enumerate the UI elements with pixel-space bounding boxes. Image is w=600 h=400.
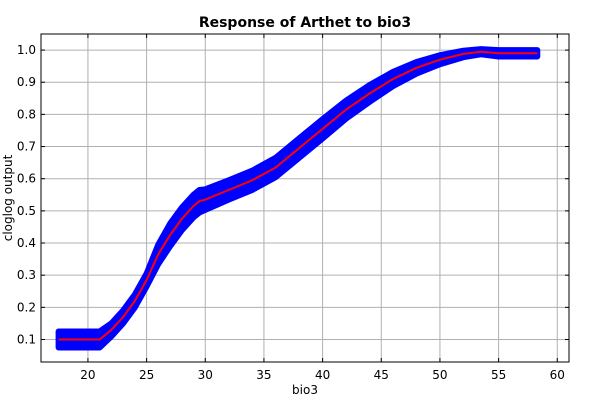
y-tick-label: 0.4 <box>17 236 36 250</box>
plot-frame <box>40 33 570 363</box>
y-tick-label: 1.0 <box>17 43 36 57</box>
x-tick-label: 50 <box>432 368 447 382</box>
y-axis-ticks: 0.1 0.2 0.3 0.4 0.5 0.6 0.7 0.8 0.9 1.0 <box>17 43 569 346</box>
confidence-band-area <box>55 46 541 351</box>
response-line-layer <box>58 50 538 341</box>
x-axis-ticks: 20 25 30 35 40 45 50 55 60 <box>80 34 565 382</box>
y-tick-label: 0.8 <box>17 107 36 121</box>
y-tick-label: 0.6 <box>17 172 36 186</box>
y-tick-label: 0.1 <box>17 332 36 346</box>
y-tick-label: 0.3 <box>17 268 36 282</box>
x-tick-label: 55 <box>491 368 506 382</box>
chart-title: Response of Arthet to bio3 <box>199 15 411 31</box>
x-tick-label: 35 <box>256 368 271 382</box>
x-tick-label: 45 <box>374 368 389 382</box>
x-tick-label: 25 <box>139 368 154 382</box>
x-tick-label: 30 <box>198 368 213 382</box>
y-tick-label: 0.9 <box>17 75 36 89</box>
x-tick-label: 40 <box>315 368 330 382</box>
y-tick-label: 0.2 <box>17 300 36 314</box>
confidence-band <box>55 46 541 351</box>
x-axis-label: bio3 <box>292 383 318 397</box>
y-tick-label: 0.5 <box>17 204 36 218</box>
x-tick-label: 60 <box>550 368 565 382</box>
y-tick-label: 0.7 <box>17 140 36 154</box>
y-axis-label: cloglog output <box>1 154 15 241</box>
response-line <box>58 50 538 341</box>
x-tick-label: 20 <box>80 368 95 382</box>
